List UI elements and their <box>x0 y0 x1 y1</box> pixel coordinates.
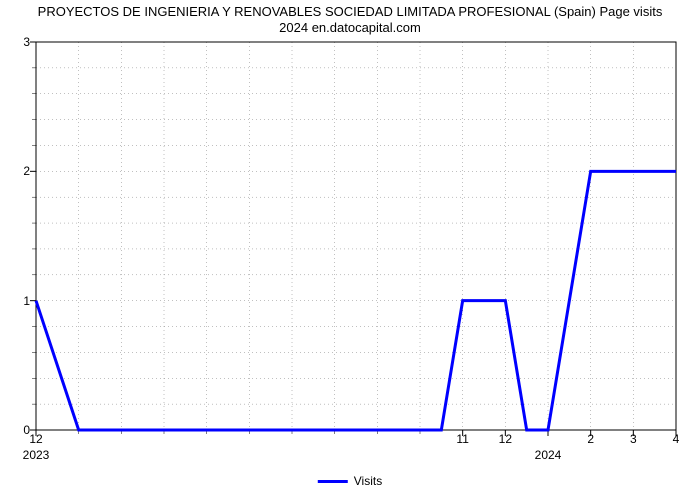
x-year-label: 2024 <box>535 448 562 462</box>
x-tick-label: 12 <box>29 432 42 446</box>
x-tick-label: 12 <box>499 432 512 446</box>
legend: Visits <box>318 474 382 488</box>
legend-label: Visits <box>354 474 382 488</box>
x-tick-label: 11 <box>456 432 468 446</box>
x-tick-label: 3 <box>630 432 637 446</box>
chart-container: PROYECTOS DE INGENIERIA Y RENOVABLES SOC… <box>0 0 700 500</box>
y-tick-label: 2 <box>23 164 30 178</box>
legend-swatch <box>318 480 348 483</box>
plot-svg <box>36 42 676 430</box>
chart-title-line1: PROYECTOS DE INGENIERIA Y RENOVABLES SOC… <box>38 4 663 19</box>
x-tick-label: 2 <box>587 432 594 446</box>
x-year-label: 2023 <box>23 448 50 462</box>
y-tick-label: 1 <box>23 294 30 308</box>
plot-area: 012312111223420232024 <box>36 42 676 430</box>
y-tick-label: 3 <box>23 35 30 49</box>
chart-title-line2: 2024 en.datocapital.com <box>279 20 421 35</box>
x-tick-label: 4 <box>673 432 680 446</box>
chart-title: PROYECTOS DE INGENIERIA Y RENOVABLES SOC… <box>0 4 700 35</box>
